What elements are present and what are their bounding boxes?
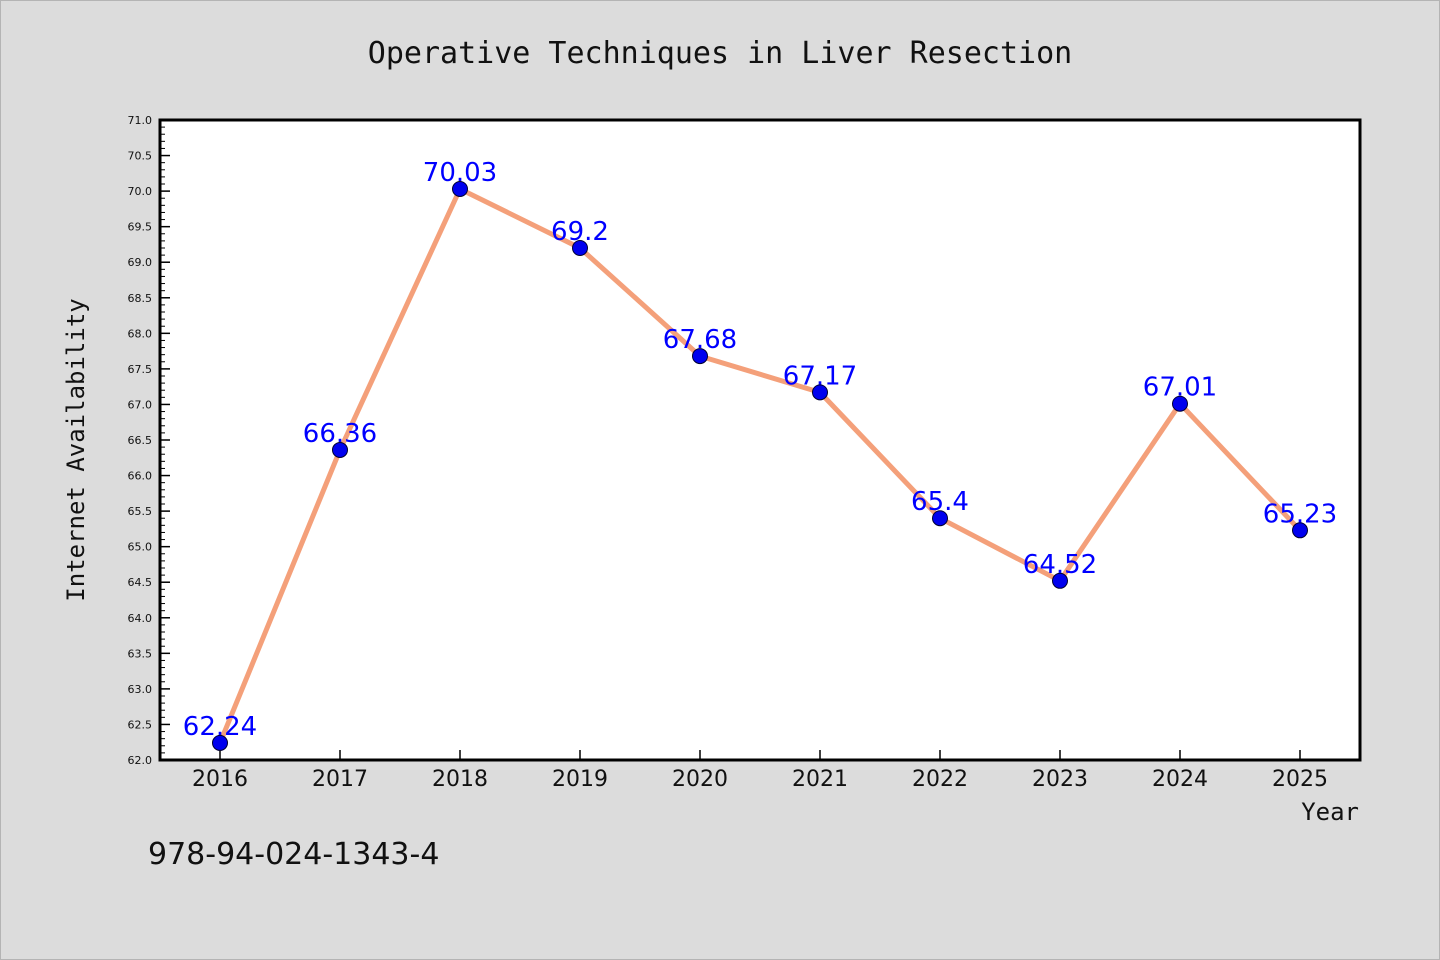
data-points bbox=[212, 180, 1308, 751]
y-tick-label: 66.0 bbox=[128, 470, 153, 483]
data-label: 67.17 bbox=[783, 361, 857, 391]
x-tick-label: 2016 bbox=[192, 767, 248, 792]
data-point bbox=[452, 180, 468, 197]
x-axis-label: Year bbox=[1301, 798, 1359, 826]
y-tick-label: 67.5 bbox=[128, 363, 153, 376]
data-point bbox=[692, 348, 708, 365]
data-label: 70.03 bbox=[423, 158, 497, 188]
y-tick-label: 70.5 bbox=[128, 150, 153, 163]
x-axis: 2016 2017 2018 2019 2020 2021 2022 2023 2024 2025 bbox=[192, 750, 1328, 792]
x-tick-label: 2023 bbox=[1032, 767, 1088, 792]
plot-area bbox=[158, 118, 1362, 762]
y-axis: 62.0 62.5 63.0 63.5 64.0 64.5 65.0 65.5 66.0 66.5… bbox=[128, 114, 170, 767]
x-tick-label: 2019 bbox=[552, 767, 608, 792]
y-tick-label: 62.5 bbox=[128, 718, 153, 731]
x-tick-label: 2025 bbox=[1272, 767, 1328, 792]
y-tick-label: 63.5 bbox=[128, 647, 153, 660]
y-tick-label: 64.0 bbox=[128, 612, 153, 625]
y-tick-label: 69.0 bbox=[128, 256, 153, 269]
y-tick-label: 70.0 bbox=[128, 185, 153, 198]
data-label: 67.68 bbox=[663, 325, 737, 355]
x-tick-label: 2018 bbox=[432, 767, 488, 792]
y-tick-label: 67.0 bbox=[128, 398, 153, 411]
x-tick-label: 2021 bbox=[792, 767, 848, 792]
y-tick-label: 64.5 bbox=[128, 576, 153, 589]
data-label: 65.4 bbox=[911, 487, 969, 517]
data-labels: 62.24 66.36 70.03 69.2 67.68 67.17 65.4 64.52 67… bbox=[183, 158, 1337, 742]
data-point bbox=[812, 384, 828, 401]
data-label: 65.23 bbox=[1263, 499, 1337, 529]
data-point bbox=[332, 441, 348, 458]
data-point bbox=[212, 734, 228, 751]
y-axis-label: Internet Availability bbox=[62, 298, 90, 601]
chart-title: Operative Techniques in Liver Resection bbox=[368, 36, 1072, 71]
data-point bbox=[1292, 522, 1308, 539]
x-tick-label: 2020 bbox=[672, 767, 728, 792]
series-line bbox=[217, 186, 1303, 746]
data-label: 62.24 bbox=[183, 712, 257, 742]
x-tick-label: 2022 bbox=[912, 767, 968, 792]
y-tick-label: 62.0 bbox=[128, 754, 153, 767]
isbn-text: 978-94-024-1343-4 bbox=[148, 837, 439, 872]
y-tick-label: 65.5 bbox=[128, 505, 153, 518]
y-tick-label: 69.5 bbox=[128, 221, 153, 234]
y-tick-label: 71.0 bbox=[128, 114, 153, 127]
y-tick-label: 68.0 bbox=[128, 327, 153, 340]
data-label: 66.36 bbox=[303, 419, 377, 449]
x-tick-label: 2017 bbox=[312, 767, 368, 792]
y-tick-label: 68.5 bbox=[128, 292, 153, 305]
data-point bbox=[932, 510, 948, 527]
data-label: 69.2 bbox=[551, 217, 609, 247]
y-tick-label: 65.0 bbox=[128, 541, 153, 554]
data-point bbox=[572, 240, 588, 256]
data-label: 64.52 bbox=[1023, 550, 1097, 580]
x-tick-label: 2024 bbox=[1152, 767, 1208, 792]
data-label: 67.01 bbox=[1143, 373, 1217, 403]
y-tick-label: 66.5 bbox=[128, 434, 153, 447]
data-point bbox=[1172, 395, 1188, 412]
data-point bbox=[1052, 572, 1068, 589]
y-tick-label: 63.0 bbox=[128, 683, 153, 696]
